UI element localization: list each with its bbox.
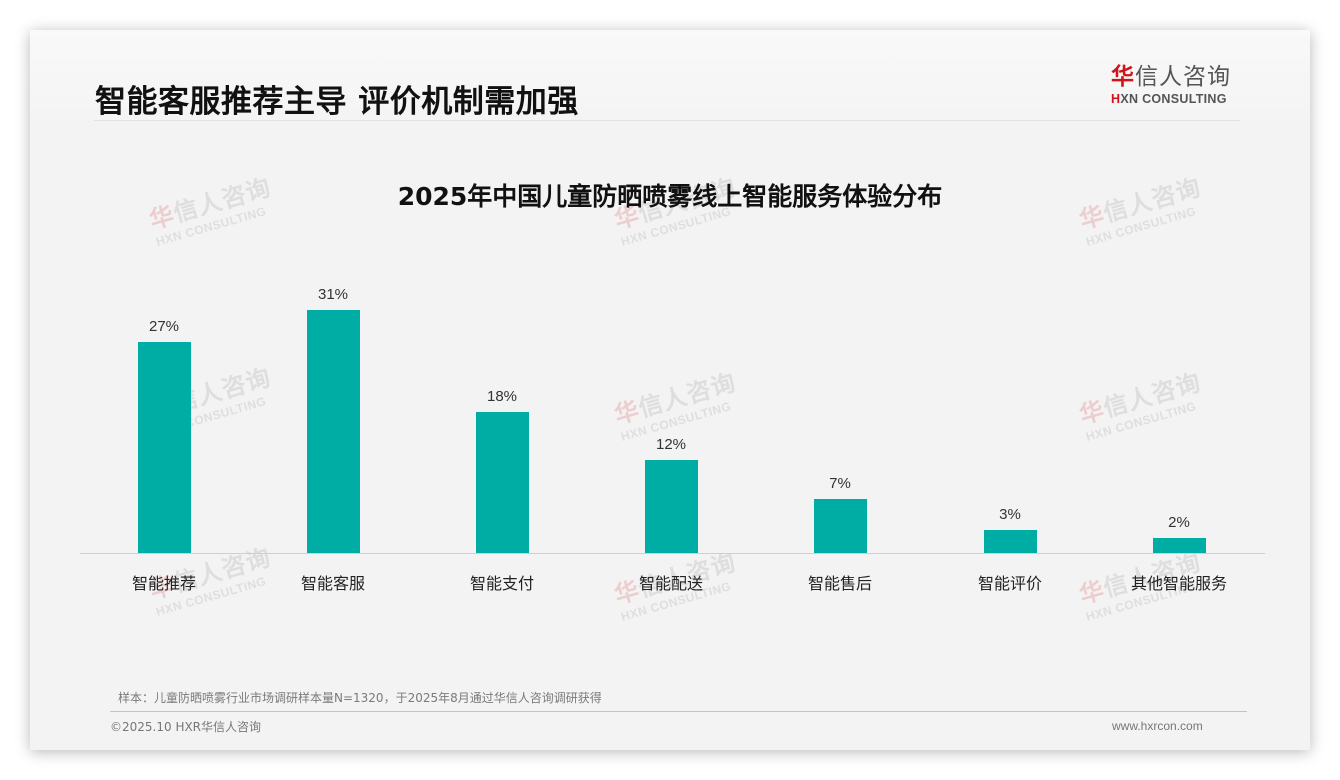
brand-logo: 华信人咨询 HXN CONSULTING bbox=[1111, 63, 1243, 113]
bar-plot-area: 27% 31% 18% 12% 7% 3% 2% bbox=[80, 270, 1265, 554]
bar-value-label: 18% bbox=[486, 388, 518, 405]
bar-value-label: 2% bbox=[1168, 514, 1190, 531]
bar bbox=[983, 530, 1037, 554]
sample-footnote: 样本：儿童防晒喷雾行业市场调研样本量N=1320，于2025年8月通过华信人咨询… bbox=[118, 691, 602, 705]
bar-value-label: 7% bbox=[829, 475, 851, 492]
header-divider bbox=[94, 120, 1240, 121]
category-label: 其他智能服务 bbox=[1130, 574, 1227, 593]
bar-value-label: 3% bbox=[999, 506, 1021, 523]
bar bbox=[306, 310, 360, 554]
website-link[interactable]: www.hxrcon.com bbox=[1112, 719, 1203, 733]
x-axis-baseline bbox=[80, 553, 1265, 554]
category-label: 智能推荐 bbox=[131, 574, 196, 593]
bar-value-label: 31% bbox=[317, 286, 349, 303]
bar bbox=[644, 460, 698, 554]
copyright-text: ©2025.10 HXR华信人咨询 bbox=[110, 720, 262, 734]
header-band bbox=[30, 30, 1310, 120]
bar-value-label: 27% bbox=[148, 318, 180, 335]
bar bbox=[137, 342, 191, 554]
bar bbox=[475, 412, 529, 554]
page-title: 智能客服推荐主导 评价机制需加强 bbox=[95, 84, 579, 120]
category-label: 智能客服 bbox=[300, 574, 365, 593]
category-label: 智能售后 bbox=[807, 574, 872, 593]
bar bbox=[1152, 538, 1206, 554]
category-label: 智能配送 bbox=[638, 574, 703, 593]
logo-en: HXN CONSULTING bbox=[1111, 92, 1227, 106]
bar bbox=[813, 499, 867, 554]
category-label: 智能评价 bbox=[977, 574, 1042, 593]
footer-divider bbox=[110, 711, 1247, 712]
bar-value-label: 12% bbox=[655, 436, 687, 453]
slide: 智能客服推荐主导 评价机制需加强 华信人咨询 HXN CONSULTING 华信… bbox=[30, 30, 1310, 750]
logo-cn: 华信人咨询 bbox=[1111, 64, 1231, 90]
category-label: 智能支付 bbox=[469, 574, 534, 593]
chart-title: 2025年中国儿童防晒喷雾线上智能服务体验分布 bbox=[397, 182, 943, 211]
